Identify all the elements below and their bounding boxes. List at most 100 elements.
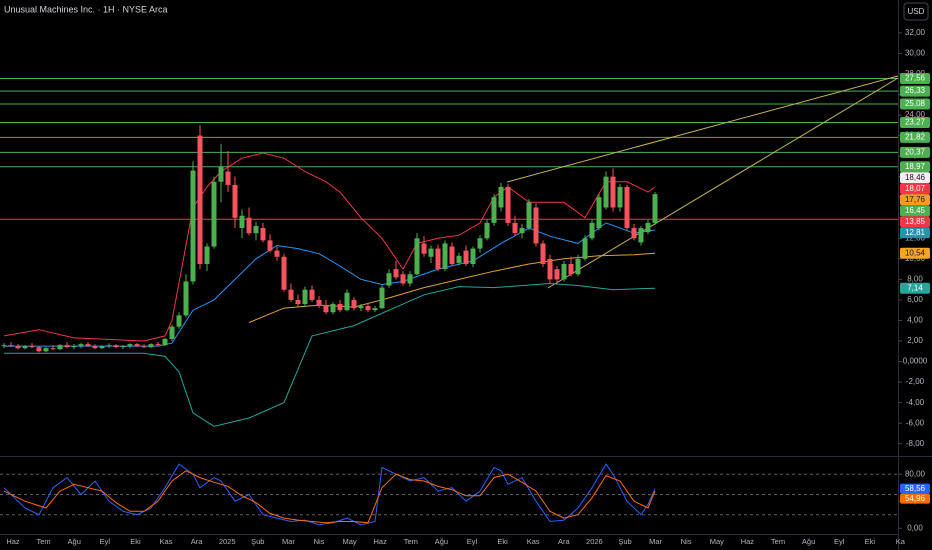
candle-body [456, 255, 462, 263]
price-badge [900, 161, 930, 173]
candle-body [99, 346, 105, 349]
x-tick-label: May [343, 537, 357, 546]
candle-body [372, 308, 378, 311]
indicator-line [3, 152, 656, 342]
x-tick-label: Kas [160, 537, 173, 546]
candle-body [85, 344, 91, 347]
x-tick-label: Mar [649, 537, 662, 546]
x-tick-label: Eki [130, 537, 141, 546]
candle-body [211, 181, 217, 247]
x-tick-label: Mar [282, 537, 295, 546]
candle-body [330, 304, 336, 313]
candle-body [197, 135, 203, 264]
candle-body [470, 248, 476, 264]
candle-body [302, 289, 308, 305]
candle-body [519, 228, 525, 234]
x-tick-label: Eki [865, 537, 876, 546]
chart-title: Unusual Machines Inc. · 1H · NYSE Arca [4, 4, 168, 14]
candle-body [645, 222, 651, 233]
candle-body [561, 263, 567, 280]
candle-body [225, 171, 231, 185]
x-tick-label: Haz [374, 537, 388, 546]
candle-body [547, 258, 553, 280]
x-tick-label: Şub [618, 537, 631, 546]
candle-body [582, 238, 588, 259]
candle-body [603, 176, 609, 208]
x-tick-label: 2026 [586, 537, 603, 546]
x-tick-label: Ara [191, 537, 204, 546]
price-badge [900, 227, 930, 239]
price-badge [900, 85, 930, 97]
candle-body [505, 186, 511, 223]
candle-body [400, 274, 406, 284]
candle-body [365, 306, 371, 311]
trendline [506, 75, 899, 183]
candle-body [484, 222, 490, 239]
price-badge [900, 131, 930, 143]
x-tick-label: Şub [251, 537, 264, 546]
candle-body [106, 345, 112, 347]
price-badge [900, 172, 930, 184]
price-badge-label: 20,37 [905, 147, 926, 156]
candle-body [638, 228, 644, 243]
candle-body [176, 315, 182, 327]
y-tick-label: 8,00 [907, 274, 923, 283]
x-tick-label: Eyl [100, 537, 111, 546]
price-badge-label: 23,27 [905, 118, 926, 127]
price-badge [900, 282, 930, 294]
candle-body [134, 344, 140, 347]
candle-body [8, 345, 14, 347]
x-tick-label: Tem [404, 537, 418, 546]
candle-body [414, 238, 420, 275]
price-badge-label: 17,76 [905, 195, 926, 204]
candle-body [15, 346, 21, 349]
price-badge-label: 7,14 [907, 283, 923, 292]
candle-body [652, 194, 658, 223]
candle-body [610, 176, 616, 208]
candle-body [442, 243, 448, 270]
candle-body [337, 304, 343, 311]
currency-label[interactable]: USD [908, 7, 925, 16]
candle-body [71, 346, 77, 348]
price-badge-label: 18,07 [905, 184, 926, 193]
candle-body [316, 299, 322, 306]
y-tick-label: -4,00 [906, 398, 925, 407]
x-tick-label: Eyl [467, 537, 478, 546]
indicator-line [4, 282, 656, 427]
candle-body [449, 246, 455, 264]
y-tick-label: 2,00 [907, 336, 923, 345]
candle-body [246, 217, 252, 234]
candle-body [533, 207, 539, 244]
candle-body [526, 202, 532, 229]
price-badge [900, 146, 930, 158]
candle-body [141, 346, 147, 348]
candle-body [155, 344, 161, 346]
candle-body [190, 170, 196, 282]
candle-body [274, 250, 280, 257]
candle-body [239, 215, 245, 229]
candle-body [386, 273, 392, 286]
candle-body [589, 222, 595, 239]
osc-badge [900, 483, 930, 494]
candle-body [428, 248, 434, 257]
price-badge [900, 194, 930, 206]
x-tick-label: Ağu [435, 537, 448, 546]
price-badge-label: 12,81 [905, 228, 926, 237]
candle-body [36, 347, 42, 352]
candle-body [253, 225, 259, 234]
y-tick-label: 0,0000 [903, 357, 928, 366]
candle-body [120, 346, 126, 348]
candle-body [57, 345, 63, 350]
price-badge-label: 10,54 [905, 248, 926, 257]
candle-body [204, 246, 210, 264]
candle-body [554, 269, 560, 280]
x-tick-label: Haz [6, 537, 20, 546]
x-tick-label: Ağu [68, 537, 81, 546]
candle-body [631, 228, 637, 239]
candle-body [491, 197, 497, 223]
candle-body [78, 344, 84, 347]
candle-body [463, 250, 469, 264]
candle-body [218, 166, 224, 182]
currency-button[interactable] [903, 2, 929, 21]
candle-body [92, 346, 98, 349]
